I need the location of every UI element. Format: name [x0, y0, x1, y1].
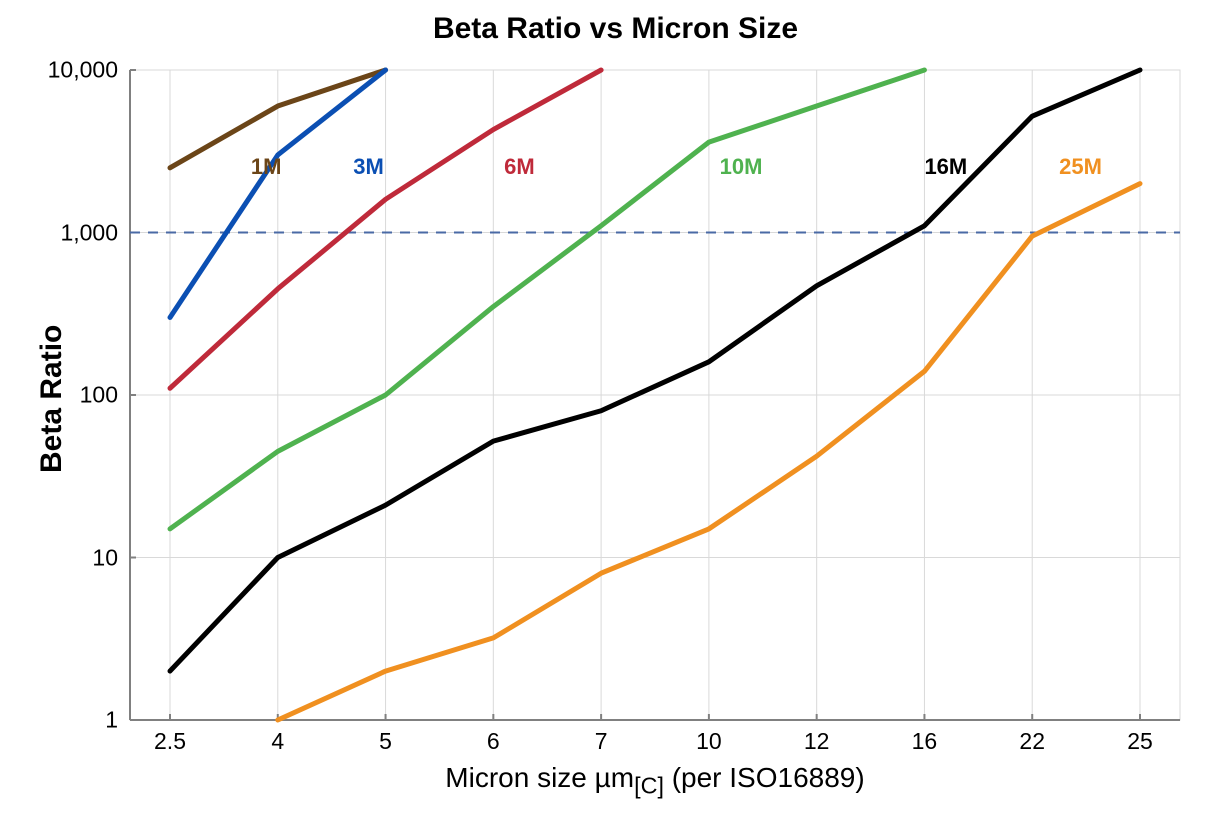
y-tick-label: 10,000	[38, 57, 118, 84]
plot-svg	[130, 70, 1180, 720]
x-tick-label: 5	[379, 728, 392, 755]
x-tick-label: 7	[595, 728, 608, 755]
x-axis-label-main: Micron size µm	[445, 762, 634, 793]
x-tick-label: 22	[1019, 728, 1045, 755]
x-axis-title: Micron size µm[C] (per ISO16889)	[130, 762, 1180, 800]
series-label: 6M	[504, 154, 535, 180]
series-label: 3M	[353, 154, 384, 180]
x-tick-label: 2.5	[154, 728, 186, 755]
x-tick-label: 16	[912, 728, 938, 755]
series-label: 25M	[1059, 154, 1102, 180]
series-label: 10M	[720, 154, 763, 180]
y-tick-label: 1	[38, 707, 118, 734]
x-axis-label-sub: [C]	[634, 773, 664, 799]
chart-title: Beta Ratio vs Micron Size	[0, 12, 1231, 46]
series-label: 1M	[251, 154, 282, 180]
plot-area	[130, 70, 1180, 720]
x-tick-label: 25	[1127, 728, 1153, 755]
x-tick-label: 12	[804, 728, 830, 755]
x-axis-label-suffix: (per ISO16889)	[664, 762, 865, 793]
x-tick-label: 4	[271, 728, 284, 755]
y-tick-label: 1,000	[38, 219, 118, 246]
beta-ratio-chart: Beta Ratio vs Micron Size Beta Ratio Mic…	[0, 0, 1231, 830]
y-tick-label: 100	[38, 382, 118, 409]
x-tick-label: 10	[696, 728, 722, 755]
y-tick-label: 10	[38, 544, 118, 571]
series-label: 16M	[924, 154, 967, 180]
x-tick-label: 6	[487, 728, 500, 755]
